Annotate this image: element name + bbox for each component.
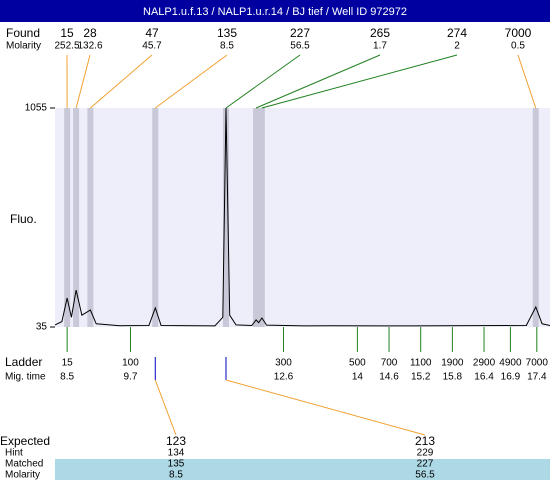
found-molarity: 0.5 [511, 41, 525, 52]
row-label: Molarity [5, 470, 40, 480]
ladder-time: 17.4 [527, 372, 547, 383]
found-size: 7000 [505, 26, 532, 40]
ladder-time: 16.4 [474, 372, 494, 383]
found-size: 227 [290, 26, 310, 40]
ladder-size: 1100 [410, 358, 432, 369]
expected-expected: 123 [166, 434, 186, 448]
mig-time-label: Mig. time [5, 372, 46, 383]
expected-matched: 227 [417, 459, 434, 470]
found-size: 135 [217, 26, 237, 40]
found-molarity: 56.5 [290, 41, 310, 52]
found-size: 28 [83, 26, 97, 40]
ladder-time: 8.5 [60, 372, 74, 383]
found-molarity: 252.5 [54, 41, 79, 52]
match-connector [154, 379, 177, 436]
found-connector [517, 54, 537, 109]
expected-molarity: 56.5 [415, 470, 435, 480]
found-size: 15 [60, 26, 74, 40]
peak-band [258, 108, 265, 327]
y-tick-label: 35 [36, 322, 48, 333]
found-size: 265 [370, 26, 390, 40]
expected-hint: 134 [168, 448, 185, 459]
ladder-size: 4900 [499, 358, 522, 369]
peak-band [64, 108, 71, 327]
found-molarity: 2 [454, 41, 460, 52]
expected-expected: 213 [415, 434, 435, 448]
row-label: Expected [0, 434, 50, 448]
ladder-time: 15.8 [443, 372, 463, 383]
ladder-time: 15.2 [411, 372, 431, 383]
ladder-size: 7000 [526, 358, 549, 369]
ladder-size: 500 [349, 358, 366, 369]
peak-band [532, 108, 539, 327]
title-bar [0, 0, 550, 22]
match-connector [225, 379, 426, 436]
ladder-size: 2900 [473, 358, 496, 369]
y-tick-label: 1055 [25, 103, 48, 114]
found-size: 274 [447, 26, 467, 40]
y-axis-label: Fluo. [10, 212, 37, 226]
found-molarity: 8.5 [220, 41, 234, 52]
peak-band [73, 108, 80, 327]
found-molarity: 45.7 [142, 41, 162, 52]
peak-band [222, 108, 229, 327]
found-connector [255, 54, 381, 109]
molarity-label: Molarity [6, 41, 41, 52]
found-connector [154, 54, 228, 109]
peak-band [152, 108, 159, 327]
found-label: Found [6, 26, 40, 40]
expected-molarity: 8.5 [169, 470, 183, 480]
found-connector [90, 54, 153, 109]
peak-band [87, 108, 94, 327]
peak-band [253, 108, 260, 327]
ladder-time: 14 [352, 372, 364, 383]
ladder-time: 12.6 [274, 372, 294, 383]
found-molarity: 1.7 [373, 41, 387, 52]
found-connector [75, 54, 91, 109]
ladder-size: 15 [62, 358, 74, 369]
row-label: Hint [5, 448, 23, 459]
title: NALP1.u.f.13 / NALP1.u.r.14 / BJ tief / … [143, 6, 407, 18]
expected-hint: 229 [417, 448, 434, 459]
found-connector [225, 54, 301, 109]
ladder-size: 1900 [441, 358, 464, 369]
found-connector [261, 54, 458, 109]
ladder-label: Ladder [5, 355, 42, 369]
expected-matched: 135 [168, 459, 185, 470]
ladder-size: 100 [122, 358, 139, 369]
plot-area [55, 108, 550, 327]
matched-row [55, 459, 550, 480]
ladder-time: 9.7 [124, 372, 138, 383]
ladder-time: 16.9 [501, 372, 521, 383]
ladder-size: 700 [381, 358, 398, 369]
found-size: 47 [145, 26, 159, 40]
row-label: Matched [5, 459, 43, 470]
ladder-size: 300 [275, 358, 292, 369]
ladder-time: 14.6 [379, 372, 399, 383]
found-molarity: 132.6 [77, 41, 102, 52]
